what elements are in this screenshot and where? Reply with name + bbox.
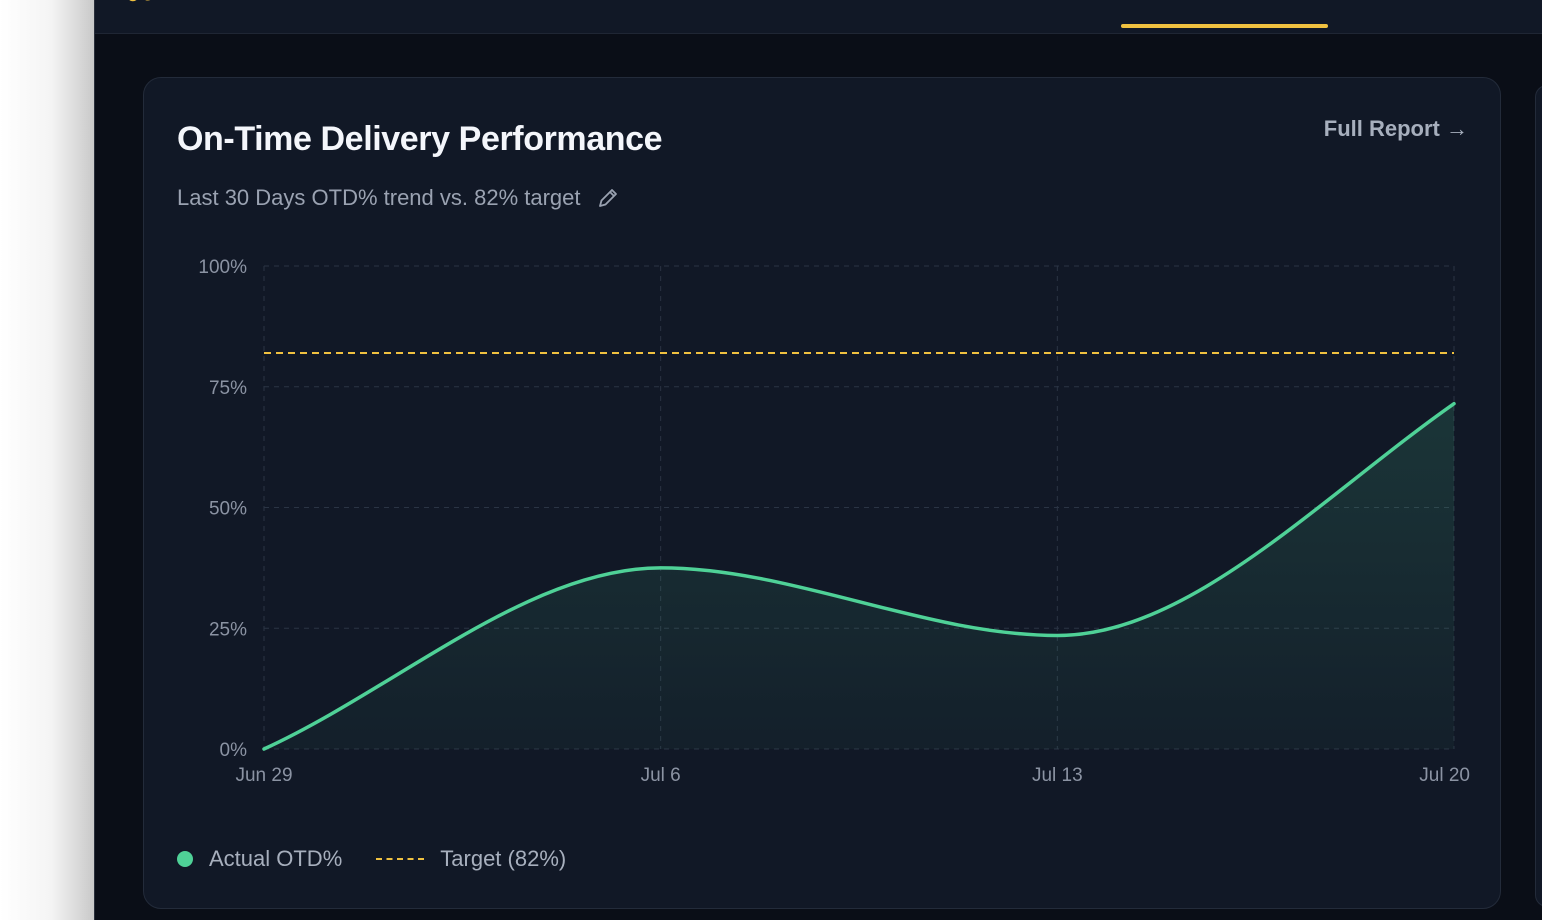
card-subtitle: Last 30 Days OTD% trend vs. 82% target <box>177 185 581 210</box>
logo-icon[interactable] <box>123 0 167 5</box>
pencil-icon <box>598 189 617 207</box>
series-line-layer <box>262 401 1456 751</box>
x-tick-label: Jun 29 <box>235 765 292 786</box>
edit-subtitle-button[interactable] <box>595 185 621 211</box>
legend-actual-label: Actual OTD% <box>209 846 343 871</box>
legend-target-marker <box>376 858 425 860</box>
y-tick-label: 50% <box>209 499 247 520</box>
x-tick-label: Jul 20 <box>1419 765 1470 786</box>
chart-legend: Actual OTD% Target (82%) <box>177 846 566 872</box>
series-area-fill <box>264 403 1454 749</box>
x-axis-labels: Jun 29 Jul 6 Jul 13 Jul 20 <box>235 765 1470 786</box>
x-tick-label: Jul 6 <box>641 765 681 786</box>
x-tick-label: Jul 13 <box>1032 765 1083 786</box>
adjacent-card-edge <box>1535 85 1542 907</box>
y-axis-labels: 0% 25% 50% 75% 100% <box>198 257 247 761</box>
otd-performance-card: On-Time Delivery Performance Full Report… <box>143 77 1501 909</box>
y-tick-label: 75% <box>209 378 247 399</box>
legend-target-label: Target (82%) <box>440 846 567 871</box>
y-tick-label: 100% <box>198 257 247 278</box>
app-window: On-Time Delivery Performance Full Report… <box>94 0 1542 920</box>
card-subtitle-row: Last 30 Days OTD% trend vs. 82% target <box>177 185 621 211</box>
y-tick-label: 0% <box>220 740 248 761</box>
top-navigation-bar <box>95 0 1542 34</box>
card-title: On-Time Delivery Performance <box>177 120 663 158</box>
full-report-link[interactable]: Full Report → <box>1324 116 1468 142</box>
otd-line-chart: 0% 25% 50% 75% 100% Jun 29 Jul 6 Jul 13 Jul 20 <box>198 257 1470 786</box>
active-tab-indicator[interactable] <box>1121 24 1328 28</box>
chart-area-layer <box>264 403 1454 749</box>
desktop-background <box>0 0 94 920</box>
legend-actual-marker <box>177 851 193 867</box>
y-tick-label: 25% <box>209 619 247 640</box>
full-report-label: Full Report → <box>1323 116 1468 141</box>
series-line-actual-otd <box>262 401 1456 751</box>
